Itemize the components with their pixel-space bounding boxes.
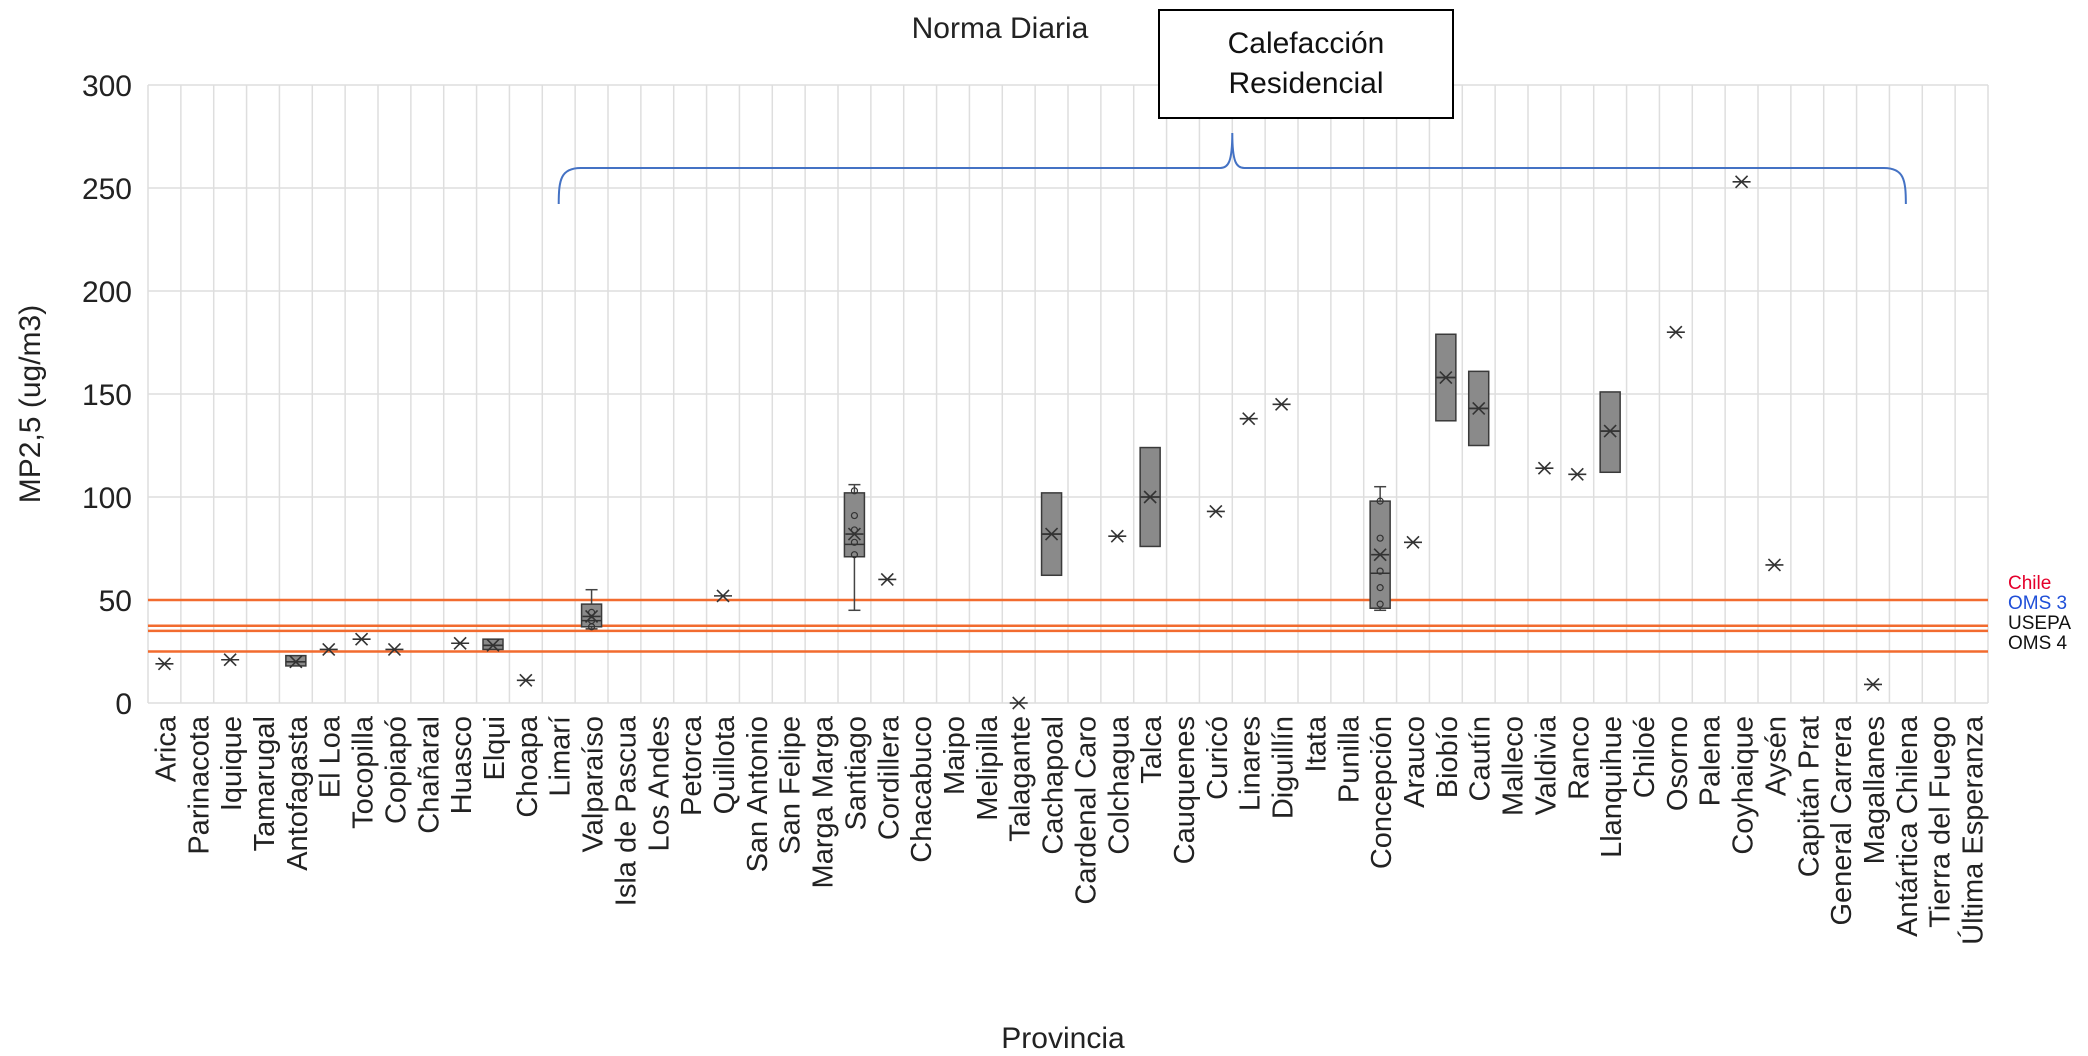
x-tick-label: Capitán Prat — [1793, 716, 1825, 877]
x-tick-label: Santiago — [840, 716, 872, 831]
x-tick-label: Tocopilla — [348, 715, 380, 829]
x-tick-label: General Carrera — [1826, 715, 1858, 925]
x-axis-label: Provincia — [1001, 1022, 1125, 1055]
x-tick-label: Melipilla — [972, 715, 1004, 821]
reference-lines — [148, 598, 1988, 653]
legend-label: Chile — [2008, 573, 2051, 594]
x-tick-label: Concepción — [1366, 716, 1398, 869]
data-point — [1376, 567, 1384, 575]
x-tick-label: Petorca — [676, 715, 708, 816]
x-tick-label: San Felipe — [775, 716, 807, 855]
x-tick-label: Palena — [1695, 715, 1727, 806]
x-tick-label: El Loa — [315, 715, 347, 798]
y-tick-labels: 0 50 100 150 200 250 300 — [82, 70, 132, 721]
legend-label: USEPA — [2008, 613, 2071, 634]
data-point — [850, 538, 859, 546]
x-tick-label: Iquique — [216, 716, 248, 811]
x-tick-label: Cordillera — [873, 715, 905, 840]
data-point — [1376, 497, 1384, 505]
chart-title: Norma Diaria — [912, 12, 1089, 45]
box-rect — [843, 492, 866, 558]
x-tick-label: Parinacota — [183, 715, 215, 855]
box-plots — [155, 175, 1882, 710]
x-tick-label: Diguillín — [1268, 716, 1300, 819]
x-tick-label: Linares — [1235, 716, 1267, 811]
x-tick-label: Punilla — [1333, 715, 1365, 803]
x-tick-label: Curicó — [1202, 716, 1234, 800]
x-tick-label: Valdivia — [1530, 715, 1562, 815]
x-tick-label: Huasco — [446, 716, 478, 814]
x-tick-label: Chiloé — [1629, 716, 1661, 798]
x-tick-label: Ranco — [1563, 716, 1595, 800]
x-tick-label: Elqui — [479, 716, 511, 781]
data-point — [850, 551, 859, 559]
x-tick-label: Cauquenes — [1169, 716, 1201, 864]
data-point — [1376, 600, 1384, 608]
x-tick-label: Biobío — [1432, 716, 1464, 798]
x-tick-label: Copiapó — [380, 716, 412, 824]
y-tick-label: 250 — [82, 173, 132, 206]
x-tick-label: Limarí — [545, 716, 577, 797]
x-tick-label: Arica — [150, 715, 182, 782]
x-tick-label: Talagante — [1005, 716, 1037, 842]
x-tick-label: Chacabuco — [906, 716, 938, 863]
x-tick-label: Colchagua — [1103, 715, 1135, 855]
x-tick-label: Tierra del Fuego — [1925, 716, 1957, 928]
x-tick-label: Última Esperanza — [1957, 715, 1990, 945]
x-tick-label: Cardenal Caro — [1070, 716, 1102, 905]
bracket-path — [557, 132, 1907, 205]
x-tick-label: Cautín — [1465, 716, 1497, 801]
y-tick-label: 0 — [115, 688, 132, 721]
x-tick-label: Isla de Pascua — [610, 715, 642, 906]
x-tick-label: Marga Marga — [808, 715, 840, 888]
x-tick-label: Maipo — [939, 716, 971, 795]
x-tick-label: Valparaíso — [578, 716, 610, 853]
heating-bracket — [557, 132, 1907, 205]
y-tick-label: 50 — [99, 585, 132, 618]
x-tick-label: Cachapoal — [1038, 716, 1070, 855]
x-tick-label: Magallanes — [1859, 716, 1891, 864]
x-tick-label: Quillota — [709, 715, 741, 814]
legend-label: OMS 3 — [2008, 593, 2067, 614]
data-point — [850, 487, 859, 495]
x-tick-label: Talca — [1136, 715, 1168, 784]
legend-label: OMS 4 — [2008, 633, 2068, 654]
y-tick-label: 200 — [82, 276, 132, 309]
x-tick-label: Aysén — [1760, 716, 1792, 796]
y-tick-label: 300 — [82, 70, 132, 103]
x-tick-label: Arauco — [1399, 716, 1431, 808]
x-tick-label: San Antonio — [742, 716, 774, 872]
grid-lines — [147, 84, 1989, 704]
y-tick-label: 100 — [82, 482, 132, 515]
x-tick-label: Antofagasta — [282, 715, 314, 871]
x-tick-label: Coyhaique — [1728, 716, 1760, 855]
x-tick-label: Los Andes — [643, 716, 675, 851]
annotation-box: Calefacción Residencial — [1158, 9, 1454, 119]
y-tick-label: 150 — [82, 379, 132, 412]
x-tick-label: Llanquihue — [1596, 716, 1628, 858]
x-tick-labels: Arica Parinacota Iquique Tamarugal Antofagas… — [150, 715, 1989, 945]
data-point — [850, 511, 859, 520]
data-point — [1376, 584, 1384, 592]
x-tick-label: Tamarugal — [249, 716, 281, 851]
x-tick-label: Antártica Chilena — [1892, 715, 1924, 937]
x-tick-label: Chañaral — [413, 716, 445, 834]
x-tick-label: Osorno — [1662, 716, 1694, 811]
x-tick-label: Itata — [1300, 715, 1332, 772]
x-tick-label: Choapa — [512, 715, 544, 817]
y-axis-label: MP2,5 (ug/m3) — [14, 305, 47, 503]
data-point — [1376, 534, 1384, 542]
x-tick-label: Malleco — [1498, 716, 1530, 816]
